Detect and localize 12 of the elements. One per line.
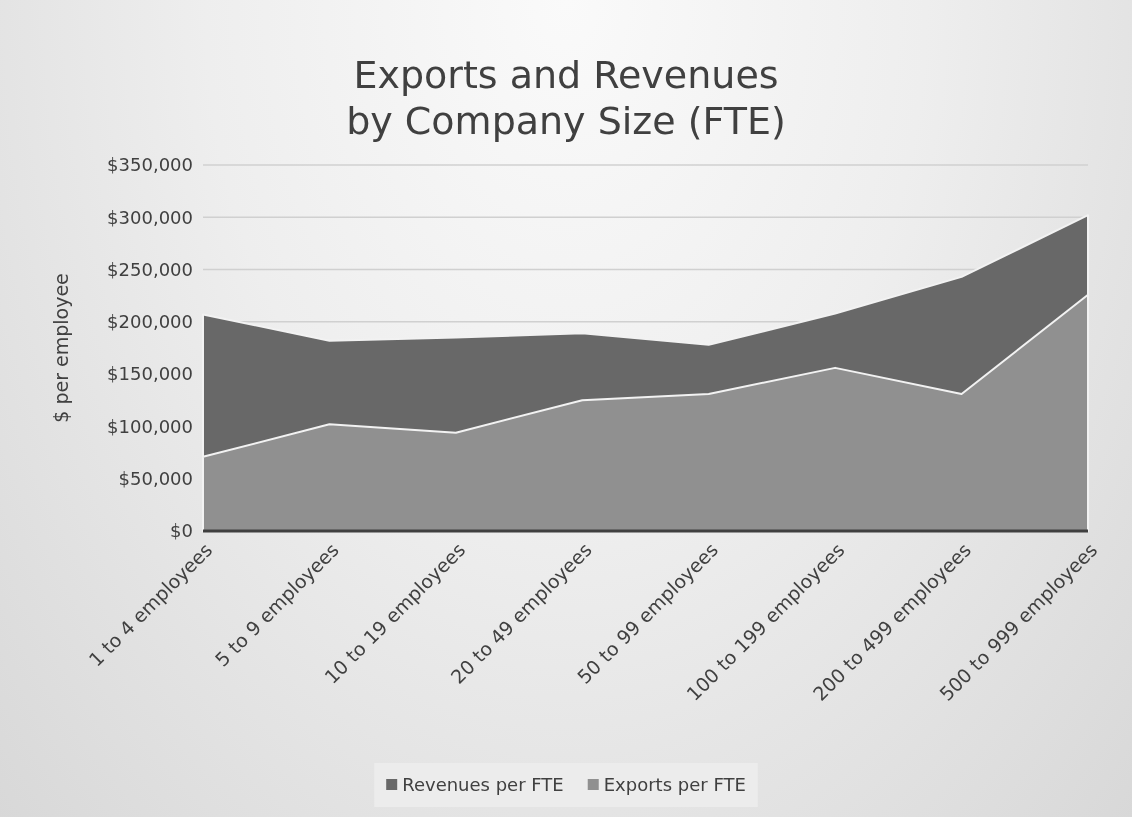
y-tick-label: $50,000 xyxy=(118,467,193,489)
y-tick-label: $100,000 xyxy=(107,415,193,437)
y-tick-label: $150,000 xyxy=(107,363,193,385)
y-tick-label: $350,000 xyxy=(107,154,193,176)
y-axis-title: $ per employee xyxy=(50,273,72,423)
y-tick-label: $200,000 xyxy=(107,311,193,333)
y-tick-label: $250,000 xyxy=(107,258,193,280)
y-tick-label: $300,000 xyxy=(107,206,193,228)
text: Exports per FTE xyxy=(603,774,746,796)
y-tick-label: $0 xyxy=(170,520,193,542)
chart-title: Exports and Revenues by Company Size (FTE) xyxy=(346,53,786,143)
legend-label: Revenues per FTE xyxy=(402,774,564,796)
